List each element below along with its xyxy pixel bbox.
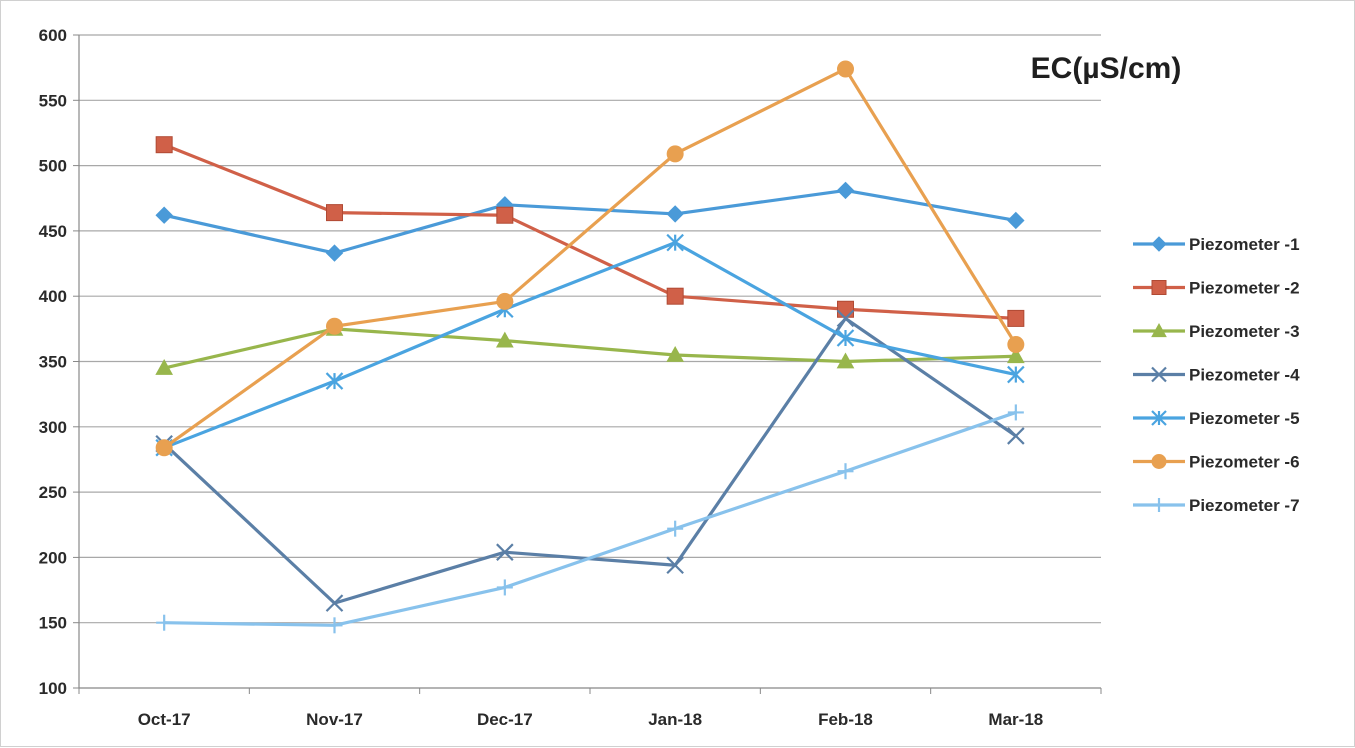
data-point	[837, 463, 854, 480]
series-7	[156, 404, 1024, 634]
legend-label: Piezometer -4	[1189, 366, 1300, 385]
x-tick-label: Feb-18	[818, 710, 873, 729]
legend-entry: Piezometer -6	[1133, 453, 1300, 472]
data-point	[836, 181, 855, 200]
series-line	[163, 67, 1018, 449]
legend-entry: Piezometer -1	[1133, 235, 1300, 254]
series-line	[163, 143, 1016, 320]
legend-marker	[1151, 280, 1167, 295]
legend: Piezometer -1 Piezometer -2 Piezometer -3 P…	[1133, 235, 1300, 515]
legend-marker	[1151, 454, 1167, 469]
data-point	[837, 300, 854, 318]
legend-marker	[1151, 322, 1167, 338]
legend-label: Piezometer -5	[1189, 409, 1300, 428]
y-tick-label: 550	[39, 91, 67, 110]
data-point	[666, 345, 685, 362]
y-tick-label: 450	[39, 222, 67, 241]
series-4	[155, 309, 1025, 612]
data-point	[325, 244, 344, 262]
legend-marker	[1151, 236, 1167, 252]
y-tick-label: 400	[39, 287, 67, 306]
series-6	[155, 60, 1025, 457]
y-tick-label: 600	[39, 26, 67, 45]
data-point	[666, 233, 684, 252]
legend-marker	[1152, 498, 1166, 512]
data-point	[666, 287, 684, 305]
data-point	[496, 206, 514, 224]
legend-entry: Piezometer -5	[1133, 409, 1300, 428]
data-point	[1006, 347, 1025, 364]
x-tick-label: Jan-18	[648, 710, 702, 729]
series-line	[164, 410, 1017, 627]
x-tick-label: Nov-17	[306, 710, 363, 729]
data-point	[496, 292, 514, 310]
data-point	[1007, 427, 1025, 445]
legend-label: Piezometer -2	[1189, 279, 1300, 298]
x-tick-label: Mar-18	[988, 710, 1043, 729]
legend-entry: Piezometer -4	[1133, 366, 1300, 385]
data-point	[1007, 211, 1025, 230]
legend-marker	[1151, 366, 1167, 383]
data-point	[496, 543, 514, 561]
data-point	[667, 520, 684, 537]
data-point	[325, 372, 344, 390]
data-point	[155, 136, 173, 154]
data-point	[836, 329, 855, 347]
series-line	[163, 327, 1016, 370]
data-point	[1007, 404, 1024, 421]
data-point	[666, 205, 684, 223]
legend-label: Piezometer -7	[1189, 496, 1300, 515]
y-tick-label: 300	[39, 418, 67, 437]
data-point	[837, 60, 854, 78]
series-line	[163, 241, 1017, 450]
x-tick-label: Oct-17	[138, 710, 191, 729]
data-point	[836, 352, 855, 369]
y-tick-label: 250	[39, 483, 67, 502]
data-point	[1007, 309, 1025, 327]
legend-entry: Piezometer -3	[1133, 322, 1300, 341]
legend-marker	[1151, 410, 1167, 426]
data-point	[156, 614, 173, 631]
y-tick-label: 150	[39, 614, 67, 633]
y-tick-label: 100	[39, 679, 67, 698]
series-1	[155, 181, 1025, 262]
data-point	[155, 439, 173, 457]
data-point	[1007, 336, 1025, 354]
data-point	[326, 617, 343, 634]
y-tick-label: 200	[39, 548, 67, 567]
data-point	[666, 556, 684, 575]
legend-entry: Piezometer -7	[1133, 496, 1300, 515]
series-5	[155, 233, 1025, 457]
data-point	[836, 309, 855, 328]
data-point	[1007, 365, 1025, 384]
legend-entry: Piezometer -2	[1133, 279, 1300, 298]
data-point	[326, 317, 343, 335]
data-point	[496, 579, 513, 596]
series-lines	[155, 60, 1025, 634]
y-tick-label: 500	[39, 157, 67, 176]
data-point	[666, 145, 684, 163]
grid-lines	[79, 34, 1101, 624]
chart-title: EC(µS/cm)	[1031, 52, 1182, 85]
legend-label: Piezometer -3	[1189, 322, 1300, 341]
axes: 100 150 200 250 300 350 400 450 500 550 600 Oct-17 N…	[39, 26, 1102, 729]
data-point	[326, 204, 343, 222]
y-tick-label: 350	[39, 353, 67, 372]
legend-label: Piezometer -6	[1189, 453, 1300, 472]
data-point	[155, 206, 173, 224]
legend-label: Piezometer -1	[1189, 235, 1300, 254]
series-line	[163, 188, 1017, 255]
data-point	[155, 359, 174, 375]
series-2	[155, 136, 1025, 327]
data-point	[495, 331, 514, 348]
x-tick-label: Dec-17	[477, 710, 533, 729]
data-point	[325, 594, 344, 612]
